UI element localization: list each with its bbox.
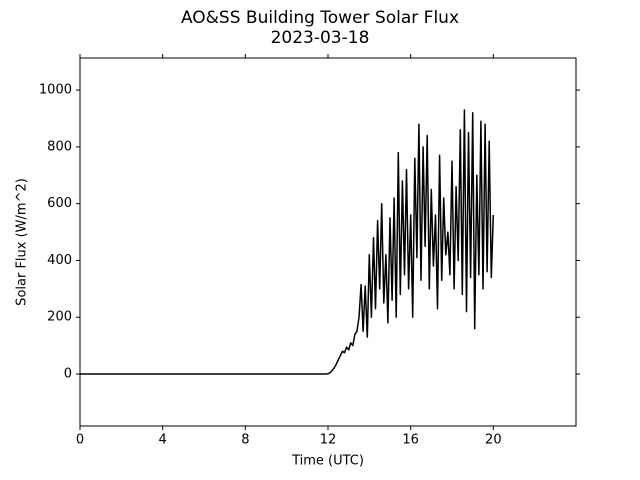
x-tick-label: 16	[402, 433, 419, 448]
y-tick-label: 600	[47, 196, 72, 211]
chart-subtitle: 2023-03-18	[271, 28, 370, 48]
x-tick-label: 4	[159, 433, 167, 448]
x-axis-label: Time (UTC)	[291, 454, 364, 469]
plot-frame	[79, 57, 577, 427]
y-tick-label: 200	[47, 310, 72, 325]
y-axis-label: Solar Flux (W/m^2)	[15, 178, 30, 306]
x-tick-label: 12	[320, 433, 337, 448]
x-tick-label: 20	[485, 433, 502, 448]
y-tick-label: 0	[64, 367, 72, 382]
x-tick-label: 8	[241, 433, 249, 448]
y-tick-label: 800	[47, 139, 72, 154]
x-tick-label: 0	[76, 433, 84, 448]
y-tick-label: 1000	[39, 83, 72, 98]
flux-line	[80, 109, 495, 375]
chart-title: AO&SS Building Tower Solar Flux	[181, 8, 459, 28]
y-tick-label: 400	[47, 253, 72, 268]
